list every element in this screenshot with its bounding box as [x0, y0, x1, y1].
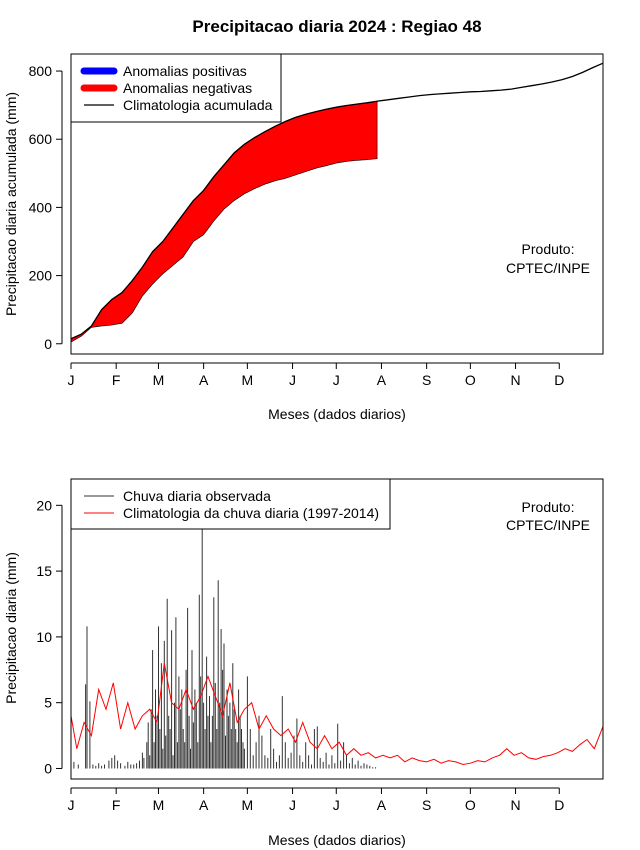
cumulative-lines-layer — [70, 62, 604, 340]
x-tick-label: N — [510, 372, 520, 388]
legend-top: Anomalias positivas Anomalias negativas … — [70, 53, 282, 123]
annotation-produto-top: Produto: — [522, 241, 575, 257]
x-tick-label: O — [465, 372, 476, 388]
daily-climatology-line — [70, 663, 604, 766]
x-tick-label: A — [199, 797, 209, 813]
chart-title: Precipitacao diaria 2024 : Regiao 48 — [192, 17, 481, 36]
x-tick-label: A — [377, 372, 387, 388]
x-tick-label: N — [510, 797, 520, 813]
y-tick-label: 20 — [36, 497, 52, 513]
x-tick-label: A — [377, 797, 387, 813]
x-tick-label: M — [242, 372, 254, 388]
legend-label-positive: Anomalias positivas — [123, 63, 247, 79]
y-tick-label: 15 — [36, 563, 52, 579]
x-tick-label: M — [153, 372, 165, 388]
x-tick-label: J — [68, 797, 75, 813]
x-tick-label: A — [199, 372, 209, 388]
daily-bars-layer — [70, 529, 377, 769]
y-tick-label: 400 — [29, 199, 53, 215]
x-tick-label: D — [554, 372, 564, 388]
y-axis-label-top: Precipitacao diaria acumulada (mm) — [3, 92, 19, 316]
annotation-produto-bottom: Produto: — [522, 499, 575, 515]
y-tick-label: 5 — [44, 695, 52, 711]
y-tick-label: 200 — [29, 268, 53, 284]
x-tick-label: F — [112, 797, 121, 813]
legend-label-daily-climatology: Climatologia da chuva diaria (1997-2014) — [123, 505, 379, 521]
daily-rain-chart: 0 5 10 15 20 J F M A M J J A S O N D Meses (dados diari… — [3, 478, 604, 848]
annotation-cptec-top: CPTEC/INPE — [506, 260, 590, 276]
y-tick-label: 10 — [36, 629, 52, 645]
x-axis-label-bottom: Meses (dados diarios) — [268, 832, 406, 848]
annotation-cptec-bottom: CPTEC/INPE — [506, 517, 590, 533]
y-tick-label: 0 — [44, 760, 52, 776]
x-tick-label: J — [289, 797, 296, 813]
y-axis-top: 0 200 400 600 800 — [29, 63, 63, 352]
x-tick-label: J — [333, 372, 340, 388]
legend-label-climatology: Climatologia acumulada — [123, 97, 273, 113]
x-tick-label: O — [465, 797, 476, 813]
x-axis-label-top: Meses (dados diarios) — [268, 406, 406, 422]
cumulative-chart: 0 200 400 600 800 J F M A M J J A S O N D Meses (dados … — [3, 53, 604, 422]
anomaly-fill-layer — [70, 100, 378, 343]
negative-anomaly-area — [70, 100, 378, 343]
y-axis-bottom: 0 5 10 15 20 — [36, 497, 63, 776]
x-tick-label: F — [112, 372, 121, 388]
plot-frame-top — [70, 53, 604, 355]
x-tick-label: S — [422, 372, 431, 388]
x-tick-label: D — [554, 797, 564, 813]
y-axis-label-bottom: Precipitacao diaria (mm) — [3, 552, 19, 704]
y-tick-label: 600 — [29, 131, 53, 147]
x-tick-label: J — [289, 372, 296, 388]
legend-label-observed: Chuva diaria observada — [123, 488, 271, 504]
y-tick-label: 0 — [44, 336, 52, 352]
legend-bottom: Chuva diaria observada Climatologia da c… — [70, 478, 391, 530]
x-tick-label: J — [333, 797, 340, 813]
legend-box-bottom — [70, 478, 391, 530]
x-tick-label: S — [422, 797, 431, 813]
climatology-line-layer — [70, 663, 604, 766]
x-tick-label: M — [242, 797, 254, 813]
climatology-cumulative-line — [70, 62, 604, 340]
x-tick-label: M — [153, 797, 165, 813]
x-tick-label: J — [68, 372, 75, 388]
y-tick-label: 800 — [29, 63, 53, 79]
legend-label-negative: Anomalias negativas — [123, 80, 252, 96]
